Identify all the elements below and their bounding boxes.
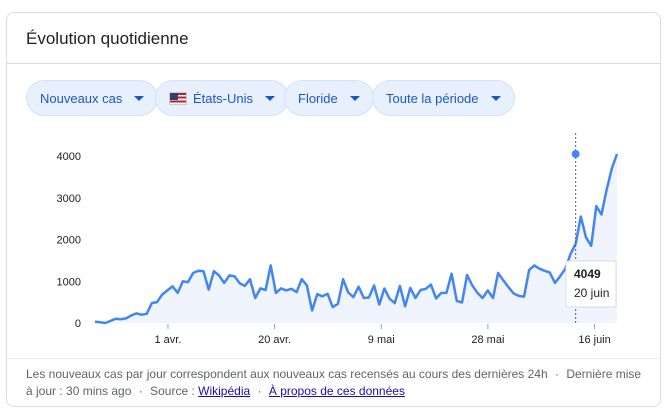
- y-tick-label: 1000: [57, 276, 81, 288]
- x-tick-label: 1 avr.: [155, 334, 182, 346]
- x-tick-label: 20 avr.: [258, 334, 291, 346]
- daily-cases-chart[interactable]: 0 1000 2000 3000 4000 1 avr. 20 avr. 9 mai 28 m…: [7, 133, 661, 358]
- footer-separator: ·: [257, 384, 262, 398]
- tooltip-date: 20 juin: [574, 286, 609, 300]
- cases-area: [95, 154, 617, 323]
- x-tick-label: 9 mai: [368, 334, 395, 346]
- card-title: Évolution quotidienne: [26, 29, 189, 48]
- y-tick-label: 0: [75, 318, 81, 330]
- source-link[interactable]: Wikipédia: [198, 384, 251, 398]
- tooltip-value: 4049: [574, 267, 601, 281]
- y-axis: 0 1000 2000 3000 4000: [57, 151, 81, 330]
- y-tick-label: 4000: [57, 151, 81, 163]
- title-divider: [7, 63, 660, 64]
- y-tick-label: 3000: [57, 193, 81, 205]
- period-dropdown-label: Toute la période: [386, 90, 479, 106]
- country-dropdown-label: États-Unis: [193, 90, 253, 106]
- footer-separator: ·: [138, 384, 143, 398]
- region-dropdown[interactable]: Floride: [284, 80, 374, 116]
- tooltip-box: [565, 260, 617, 308]
- footer-separator: ·: [555, 367, 559, 381]
- x-axis: 1 avr. 20 avr. 9 mai 28 mai 16 juin: [155, 324, 611, 346]
- about-data-link[interactable]: À propos de ces données: [268, 384, 405, 398]
- y-tick-label: 2000: [57, 235, 81, 247]
- period-dropdown[interactable]: Toute la période: [372, 80, 515, 116]
- us-flag-icon: [169, 91, 187, 105]
- footer-description: Les nouveaux cas par jour correspondent …: [26, 367, 548, 381]
- source-label: Source :: [150, 384, 195, 398]
- hover-tooltip: 4049 20 juin: [565, 260, 617, 308]
- metric-dropdown-label: Nouveaux cas: [40, 90, 123, 106]
- daily-evolution-card: Évolution quotidienne Nouveaux cas États…: [6, 12, 661, 407]
- footer-updated: Dernière mise à jour : 30 mins ago: [26, 367, 642, 398]
- footer-text: Les nouveaux cas par jour correspondent …: [26, 366, 651, 400]
- x-tick-label: 16 juin: [578, 334, 610, 346]
- country-dropdown[interactable]: États-Unis: [155, 80, 289, 116]
- region-dropdown-label: Floride: [298, 90, 338, 106]
- x-tick-label: 28 mai: [471, 334, 504, 346]
- metric-dropdown[interactable]: Nouveaux cas: [26, 80, 159, 116]
- caret-down-icon: [134, 95, 145, 101]
- highlight-point[interactable]: [571, 150, 580, 158]
- cases-line: [94, 153, 619, 325]
- caret-down-icon: [349, 95, 360, 101]
- caret-down-icon: [264, 95, 275, 101]
- footer-divider: [7, 358, 660, 359]
- caret-down-icon: [490, 95, 501, 101]
